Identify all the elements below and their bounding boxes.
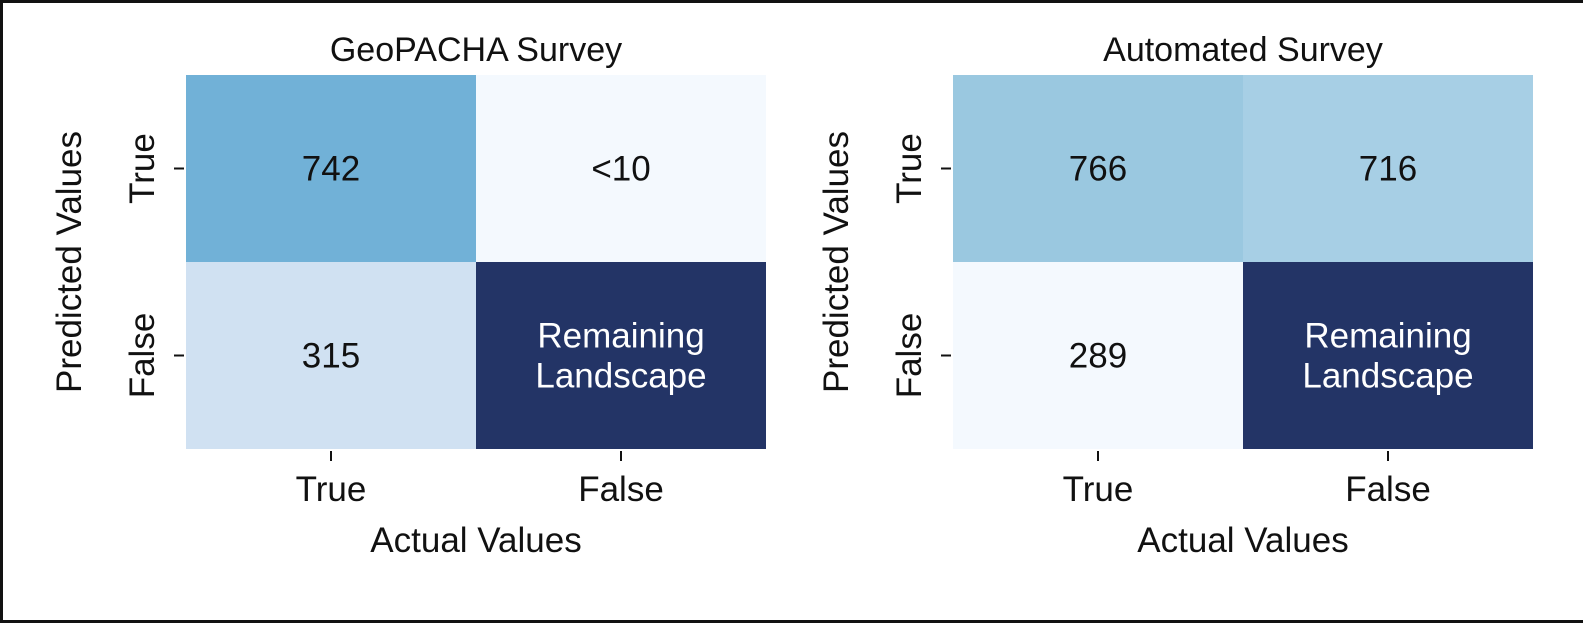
panel-1-xtick-label-false: False [578, 470, 664, 509]
panel-1-ytick-label-false: False [123, 313, 162, 399]
panel-1-title: GeoPACHA Survey [330, 31, 622, 69]
panel-2-xtick-label-false: False [1345, 470, 1431, 509]
panel-1-xtick-label-true: True [296, 470, 367, 509]
panel-1-cell-label: 742 [302, 150, 360, 189]
panel-1-ytick-label-true: True [123, 133, 162, 204]
panel-1-cell-label: Remaining Landscape [535, 317, 706, 396]
panel-2-ytick-label-false: False [890, 313, 929, 399]
panel-1-cell-true-true [186, 75, 476, 262]
panel-2-xlabel: Actual Values [1137, 521, 1348, 560]
panel-2-cell-false-true [953, 262, 1243, 449]
panel-2-cell-false-false [1243, 262, 1533, 449]
panel-2-cell-label: 289 [1069, 337, 1127, 376]
panel-2-cell-label: 766 [1069, 150, 1127, 189]
panel-2-ytick-label-true: True [890, 133, 929, 204]
panel-1-cell-true-false [476, 75, 766, 262]
panel-2-cell-true-false [1243, 75, 1533, 262]
panel-1-cell-label: 315 [302, 337, 360, 376]
panel-1-cell-false-true [186, 262, 476, 449]
confusion-matrix-figure: GeoPACHA Survey 742 <10 315 Remaining Landsca… [50, 31, 1533, 560]
panel-1-xlabel: Actual Values [370, 521, 581, 560]
panel-2-cell-label: 716 [1359, 150, 1417, 189]
panel-1-ylabel: Predicted Values [50, 131, 89, 393]
panel-1-cell-label: <10 [591, 150, 650, 189]
panel-2-cell-true-true [953, 75, 1243, 262]
panel-2-ylabel: Predicted Values [817, 131, 856, 393]
panel-2-cell-label: Remaining Landscape [1302, 317, 1473, 396]
panel-1-cell-false-false [476, 262, 766, 449]
panel-2-xtick-label-true: True [1063, 470, 1134, 509]
panel-2-title: Automated Survey [1103, 31, 1383, 69]
